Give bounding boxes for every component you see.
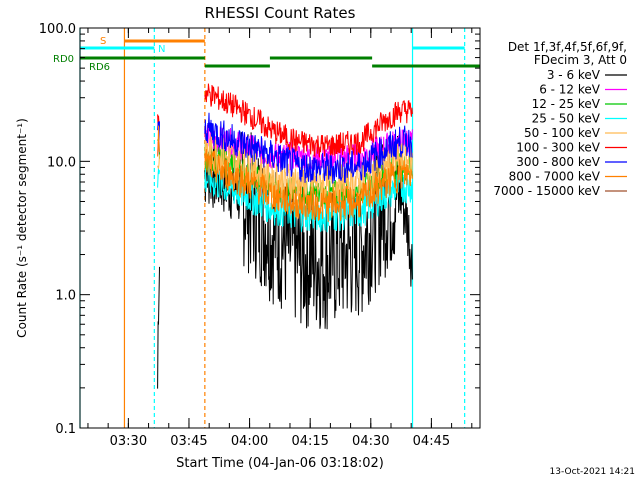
ticks-layer: 0.1 1.0 10.0 100.0 03:30 03:45 04:00 04:15 04:30… [39,22,480,449]
y-tick-label: 1.0 [55,289,76,304]
y-axis-label: Count Rate (s⁻¹ detector segment⁻¹) [15,118,29,338]
y-tick-label: 10.0 [47,155,76,170]
series-line [157,125,413,223]
footer-timestamp: 13-Oct-2021 14:21 [550,467,635,477]
legend-entry-label: 3 - 6 keV [547,68,601,82]
legend-entry-label: 25 - 50 keV [532,112,601,126]
legend-entry-label: 12 - 25 keV [532,97,601,111]
y-tick-label: 100.0 [39,22,76,37]
plot-layer [79,28,480,428]
legend-header-line-2: FDecim 3, Att 0 [534,53,627,67]
x-tick-label: 04:45 [413,434,450,449]
legend-entry-label: 300 - 800 keV [516,155,600,169]
x-tick-label: 04:30 [352,434,389,449]
series-line [157,131,413,204]
legend-entry-label: 100 - 300 keV [516,141,600,155]
legend-entry-label: 50 - 100 keV [524,126,601,140]
annotation-rd6-label: RD6 [89,62,110,73]
y-tick-label: 0.1 [55,422,76,437]
legend-header-line-1: Det 1f,3f,4f,5f,6f,9f, [508,40,627,54]
annotation-n-label: N [158,44,165,55]
x-tick-label: 03:30 [110,434,147,449]
chart-title: RHESSI Count Rates [205,4,356,22]
annotation-s-label: S [100,36,106,47]
x-tick-label: 04:15 [291,434,328,449]
plot-frame [79,27,481,429]
x-axis-label: Start Time (04-Jan-06 03:18:02) [176,456,384,471]
x-tick-label: 04:00 [231,434,268,449]
legend-entry-label: 6 - 12 keV [539,83,601,97]
x-tick-label: 03:45 [170,434,207,449]
legend-entry-label: 7000 - 15000 keV [493,184,600,198]
legend-entry-label: 800 - 7000 keV [509,170,601,184]
legend: Det 1f,3f,4f,5f,6f,9f, FDecim 3, Att 0 3… [493,40,627,198]
annotation-rd0-label: RD0 [53,54,74,65]
